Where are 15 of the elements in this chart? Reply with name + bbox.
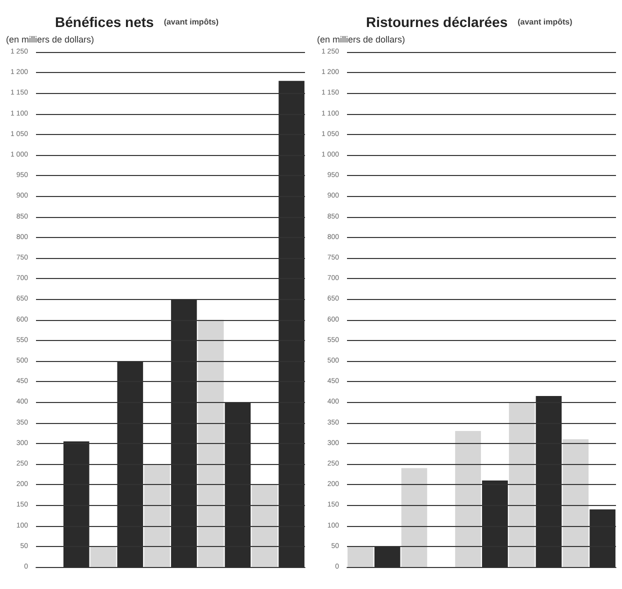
y-axis-title: (en milliers de dollars): [6, 34, 94, 44]
chart-subtitle: (avant impôts): [164, 18, 219, 26]
bar: [90, 546, 116, 567]
chart-subtitle: (avant impôts): [518, 18, 573, 26]
bar: [198, 320, 224, 567]
bar: [455, 431, 481, 567]
bar: [508, 402, 535, 567]
bar: [562, 439, 589, 567]
y-axis-title: (en milliers de dollars): [317, 34, 406, 44]
bar: [401, 468, 428, 567]
bar: [252, 484, 278, 567]
bar: [144, 464, 170, 567]
chart-title: Bénéfices nets: [55, 14, 154, 30]
chart-title: Ristournes déclarées: [366, 14, 508, 30]
bar: [348, 546, 374, 567]
